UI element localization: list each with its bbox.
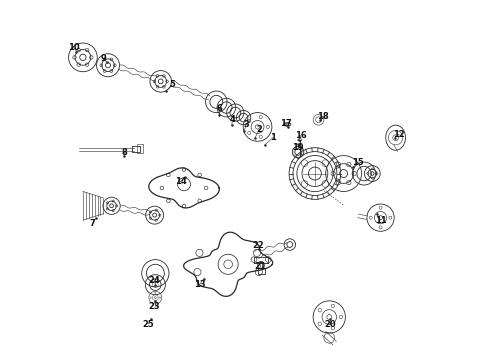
Text: 6: 6 [217,104,223,113]
Text: 18: 18 [318,112,329,121]
Text: 11: 11 [375,216,387,225]
Text: 24: 24 [149,276,161,285]
Text: 8: 8 [121,148,127,157]
Text: 5: 5 [169,81,175,90]
Bar [132,145,140,152]
Text: 14: 14 [174,177,186,186]
Text: 19: 19 [292,143,303,152]
Text: 2: 2 [256,125,262,134]
Text: 22: 22 [253,241,265,250]
Text: 13: 13 [194,280,205,289]
Text: 23: 23 [149,302,160,311]
Text: 10: 10 [68,43,79,52]
Text: 20: 20 [324,320,336,329]
Text: 12: 12 [393,130,405,139]
Text: 9: 9 [100,54,106,63]
Text: 15: 15 [352,158,364,167]
Text: 17: 17 [280,119,292,128]
Text: 21: 21 [254,262,266,271]
Text: 7: 7 [90,219,96,228]
Text: 3: 3 [243,120,249,129]
Bar [137,144,143,153]
Text: 1: 1 [270,133,276,142]
Text: 4: 4 [229,115,235,124]
Text: 16: 16 [294,131,306,140]
Text: 25: 25 [142,320,154,329]
